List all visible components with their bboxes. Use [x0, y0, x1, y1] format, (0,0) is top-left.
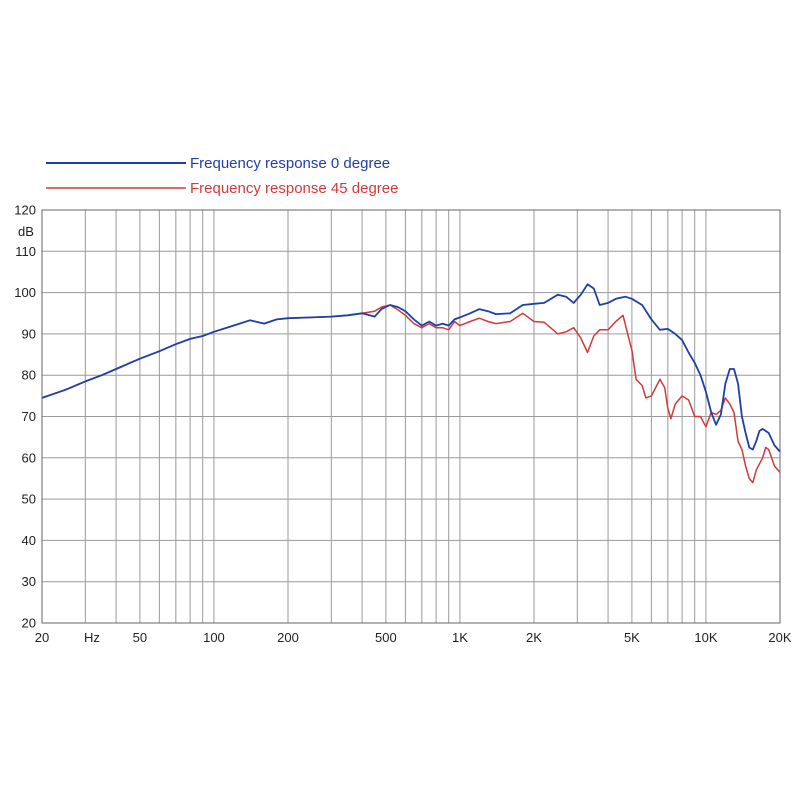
y-unit-label: dB: [18, 224, 34, 239]
y-tick-label: 120: [14, 203, 36, 218]
series-layer: [41, 283, 781, 484]
y-tick-label: 90: [22, 326, 36, 341]
legend-label-0-degree: Frequency response 0 degree: [190, 155, 390, 172]
grid: [42, 210, 780, 623]
x-tick-labels: 20 50 100 200 500 1K 2K 5K 10K 20K: [35, 630, 792, 645]
legend-label-45-degree: Frequency response 45 degree: [190, 180, 398, 197]
series-line-0-degree: [41, 283, 781, 453]
series-line-45-degree: [41, 304, 781, 484]
x-tick-label: 20: [35, 630, 49, 645]
y-tick-label: 20: [22, 616, 36, 631]
y-tick-label: 30: [22, 574, 36, 589]
x-tick-label: 10K: [694, 630, 717, 645]
y-tick-label: 80: [22, 368, 36, 383]
y-tick-label: 110: [15, 244, 36, 259]
legend: Frequency response 0 degree Frequency re…: [46, 155, 398, 197]
x-tick-label: 5K: [624, 630, 640, 645]
x-tick-label: 100: [203, 630, 225, 645]
x-tick-label: 20K: [768, 630, 791, 645]
x-tick-label: 50: [133, 630, 147, 645]
y-tick-labels: 20 30 40 50 60 70 80 90 100 110 120: [14, 203, 36, 631]
y-tick-label: 40: [22, 533, 36, 548]
x-tick-label: 2K: [526, 630, 542, 645]
y-tick-label: 70: [22, 409, 36, 424]
x-unit-label: Hz: [84, 630, 100, 645]
y-tick-label: 50: [22, 492, 36, 507]
x-tick-label: 200: [277, 630, 299, 645]
y-tick-label: 60: [22, 450, 36, 465]
plot-frame: [41, 209, 781, 624]
x-tick-label: 500: [375, 630, 397, 645]
x-tick-label: 1K: [452, 630, 468, 645]
y-tick-label: 100: [14, 285, 36, 300]
